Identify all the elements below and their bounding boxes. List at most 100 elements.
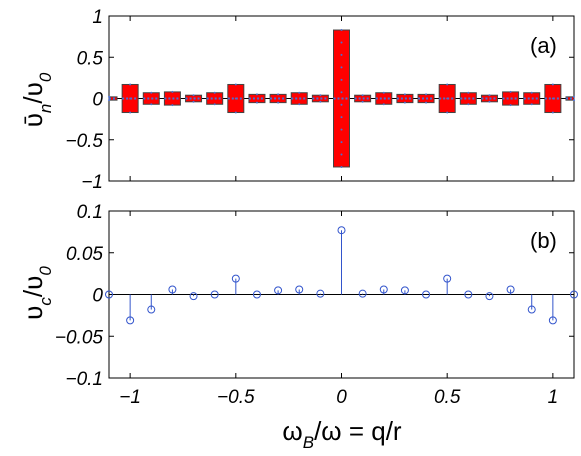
bar-marker bbox=[488, 94, 491, 97]
bar-marker bbox=[298, 91, 301, 94]
panel-b-tag: (b) bbox=[530, 228, 557, 253]
panel-b-xtick-label: −0.5 bbox=[217, 387, 255, 408]
panel-a-ytick-label: −0.5 bbox=[65, 131, 103, 152]
stem-point bbox=[189, 292, 198, 301]
stem-point bbox=[400, 286, 409, 295]
bar-marker bbox=[319, 94, 322, 97]
bar-marker bbox=[425, 101, 428, 104]
panel-b-xtick-label: −1 bbox=[119, 387, 141, 408]
stem-point bbox=[316, 289, 325, 298]
panel-a: 1 0.5 0 −0.5 −1 bbox=[65, 7, 575, 193]
stem-point bbox=[210, 290, 219, 299]
x-axis-label: ωB/ω = q/r bbox=[282, 416, 401, 452]
bar-marker bbox=[382, 103, 385, 106]
bar-marker bbox=[129, 83, 132, 86]
bar-marker bbox=[340, 91, 343, 94]
bar-marker bbox=[382, 91, 385, 94]
bar-marker bbox=[509, 90, 512, 93]
stem-point bbox=[252, 290, 261, 299]
bar-marker bbox=[129, 111, 132, 114]
stem-point bbox=[295, 285, 304, 294]
panel-a-ytick-label: −1 bbox=[81, 172, 103, 193]
bar-marker bbox=[319, 100, 322, 103]
bar-marker bbox=[171, 104, 174, 107]
bar-marker bbox=[298, 103, 301, 106]
bar-marker bbox=[277, 93, 280, 96]
bar-marker bbox=[551, 83, 554, 86]
stem-point bbox=[168, 285, 177, 294]
bar-marker bbox=[467, 91, 470, 94]
bar-marker bbox=[192, 100, 195, 103]
stem-point bbox=[527, 305, 536, 314]
bar-marker bbox=[213, 91, 216, 94]
bar-marker bbox=[446, 111, 449, 114]
stem-point bbox=[464, 290, 473, 299]
bar-marker bbox=[446, 83, 449, 86]
stem-point bbox=[548, 316, 557, 325]
bar-marker bbox=[509, 104, 512, 107]
bar-marker bbox=[234, 83, 237, 86]
bar-marker bbox=[530, 103, 533, 106]
panel-a-ylabel: ῡn/υ0 bbox=[18, 72, 55, 127]
panel-b-ytick-label: 0.05 bbox=[66, 244, 103, 265]
bar-marker bbox=[488, 100, 491, 103]
panel-b-xtick-label: 0.5 bbox=[434, 387, 461, 408]
bar-marker bbox=[340, 153, 343, 156]
bar-marker bbox=[340, 66, 343, 69]
bar-marker bbox=[361, 94, 364, 97]
bar-marker bbox=[255, 93, 258, 96]
panel-a-ytick-label: 1 bbox=[92, 7, 103, 28]
panel-b-ytick-label: 0.1 bbox=[77, 202, 103, 223]
bar-marker bbox=[277, 101, 280, 104]
panel-a-ytick-label: 0.5 bbox=[77, 48, 104, 69]
bar-marker bbox=[171, 90, 174, 93]
bar-marker bbox=[150, 91, 153, 94]
panel-b-ylabel: υc/υ0 bbox=[18, 266, 55, 320]
bar-marker bbox=[213, 103, 216, 106]
bar-marker bbox=[340, 103, 343, 106]
bar-marker bbox=[467, 103, 470, 106]
bar-marker bbox=[234, 111, 237, 114]
bar-marker bbox=[573, 95, 575, 98]
panel-b-ytick-label: 0 bbox=[92, 286, 103, 307]
stem-point bbox=[379, 285, 388, 294]
bar-marker bbox=[340, 29, 343, 32]
bar-marker bbox=[340, 165, 343, 168]
stem-point bbox=[506, 285, 515, 294]
panel-a-ytick-label: 0 bbox=[92, 90, 103, 111]
panel-b-xtick-label: 0 bbox=[336, 387, 347, 408]
bar-marker bbox=[403, 93, 406, 96]
bar-marker bbox=[340, 53, 343, 56]
panel-b-ytick-label: −0.1 bbox=[65, 369, 103, 390]
stem-point bbox=[358, 289, 367, 298]
stem-point bbox=[274, 286, 283, 295]
bar-marker bbox=[403, 101, 406, 104]
bar-marker bbox=[340, 128, 343, 131]
stem-point bbox=[443, 274, 452, 283]
stem-point bbox=[570, 290, 578, 299]
bar-marker bbox=[340, 78, 343, 81]
bar-marker bbox=[108, 99, 110, 102]
bar-marker bbox=[551, 111, 554, 114]
bar-marker bbox=[361, 100, 364, 103]
stem-point bbox=[231, 274, 240, 283]
panel-a-tag: (a) bbox=[530, 33, 557, 58]
bar-marker bbox=[255, 101, 258, 104]
bar-marker bbox=[340, 41, 343, 44]
stem-point bbox=[422, 290, 431, 299]
bar-marker bbox=[192, 94, 195, 97]
panel-b-xtick-label: 1 bbox=[548, 387, 559, 408]
stem-point bbox=[105, 290, 113, 299]
stem-point bbox=[337, 226, 346, 235]
bar-marker bbox=[425, 93, 428, 96]
bar-marker bbox=[108, 95, 110, 98]
bar-marker bbox=[150, 103, 153, 106]
bar-marker bbox=[573, 99, 575, 102]
bar-marker bbox=[530, 91, 533, 94]
stem-point bbox=[147, 305, 156, 314]
bar-marker bbox=[340, 141, 343, 144]
panel-b: 0.1 0.05 0 −0.05 −0.1 −1 −0.5 0 0.5 1 bbox=[55, 202, 578, 408]
stem-point bbox=[485, 292, 494, 301]
stem-point bbox=[126, 316, 135, 325]
